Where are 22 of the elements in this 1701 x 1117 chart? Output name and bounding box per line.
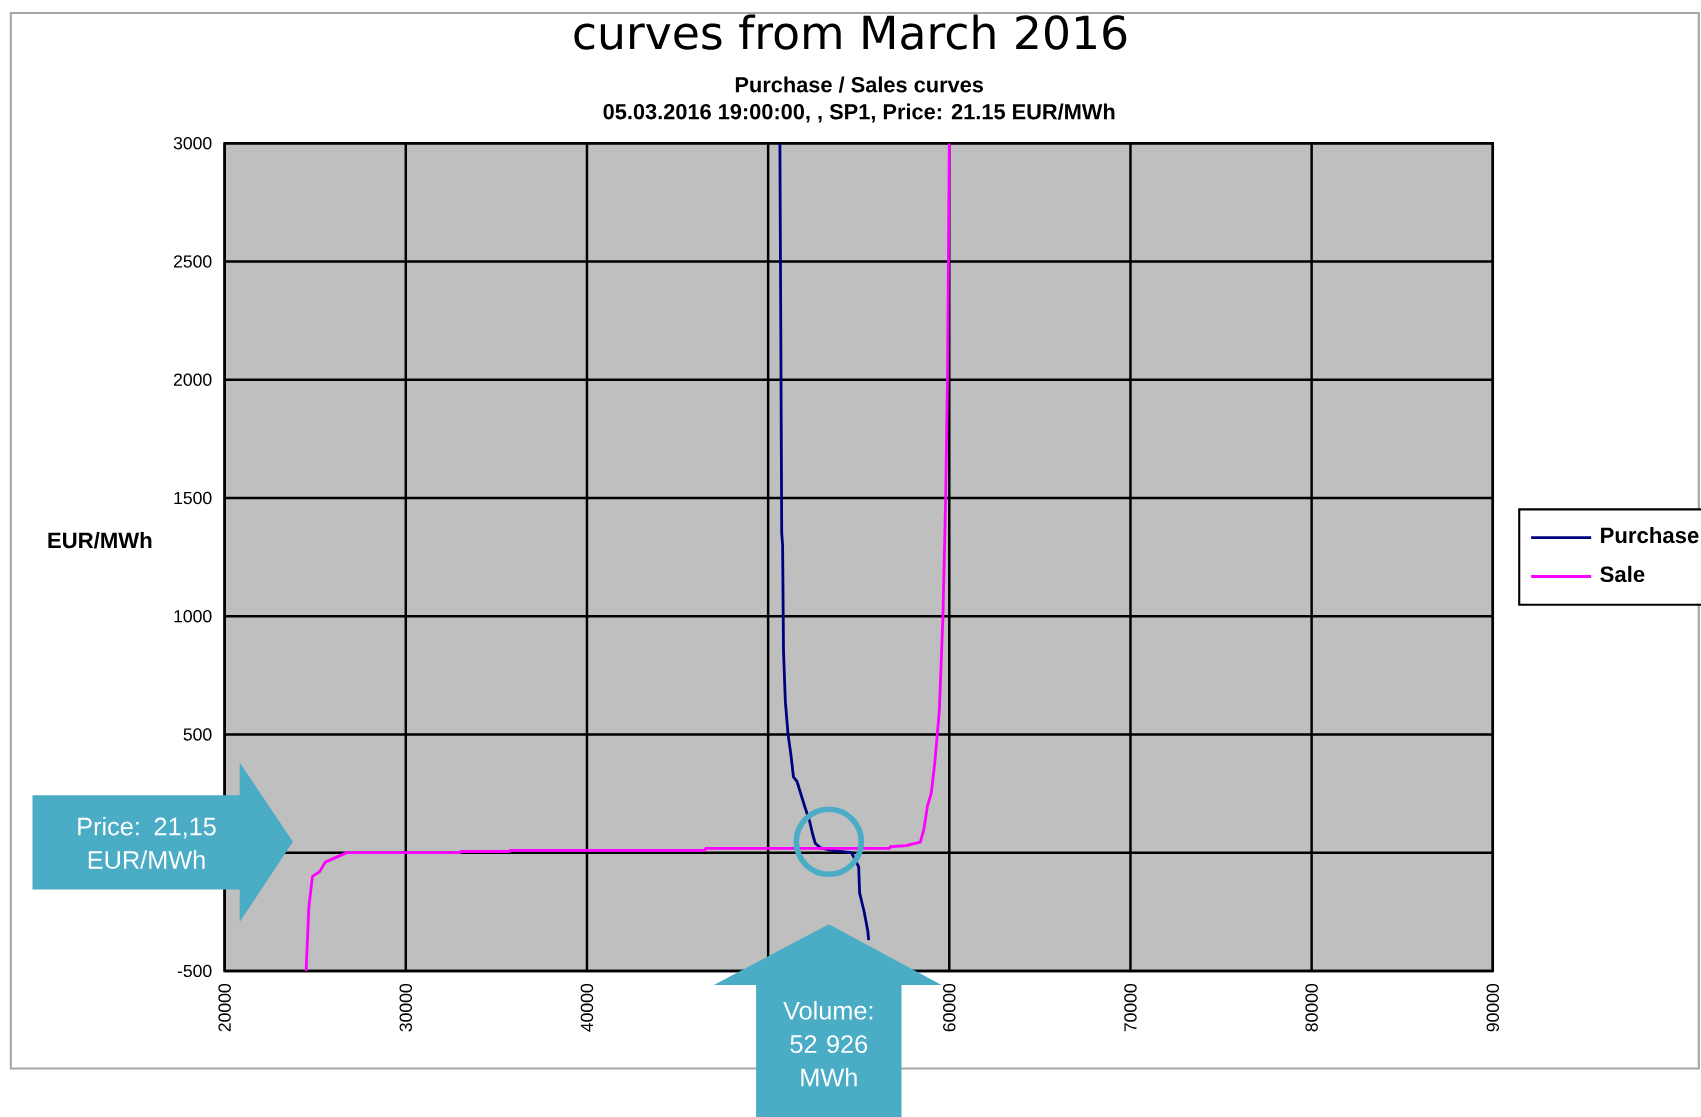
x-tick-label: 60000 <box>943 984 956 1032</box>
y-tick-label: 500 <box>183 728 212 741</box>
y-tick-label: 1000 <box>174 609 212 623</box>
x-tick-label: 70000 <box>1124 984 1137 1032</box>
y-tick-label: -500 <box>177 964 212 978</box>
y-tick-label: 2500 <box>173 255 212 268</box>
x-tick-label: 80000 <box>1305 984 1318 1032</box>
x-tick-label: 90000 <box>1486 984 1500 1032</box>
legend-label: Purchase <box>1601 526 1699 544</box>
text: Volume: 52 926 MWh <box>783 1001 873 1087</box>
chart-title: curves from March 2016 <box>574 14 1127 50</box>
y-tick-label: 1500 <box>174 491 212 505</box>
text: Price: 21,15 EUR/MWh <box>78 816 216 869</box>
y-tick-label: 2000 <box>173 373 212 386</box>
x-tick-label: 40000 <box>580 984 594 1032</box>
y-axis-title: EUR/MWh <box>48 531 152 549</box>
text: Purchase / Sales curves <box>735 76 984 93</box>
x-tick-label: 30000 <box>399 984 412 1032</box>
x-tick-label: 20000 <box>218 984 231 1032</box>
legend-label: Sale <box>1600 565 1645 583</box>
text: 05.03.2016 19:00:00, , SP1, Price: 21.15 EUR/MWh <box>603 103 1115 123</box>
y-tick-label: 3000 <box>173 136 212 150</box>
